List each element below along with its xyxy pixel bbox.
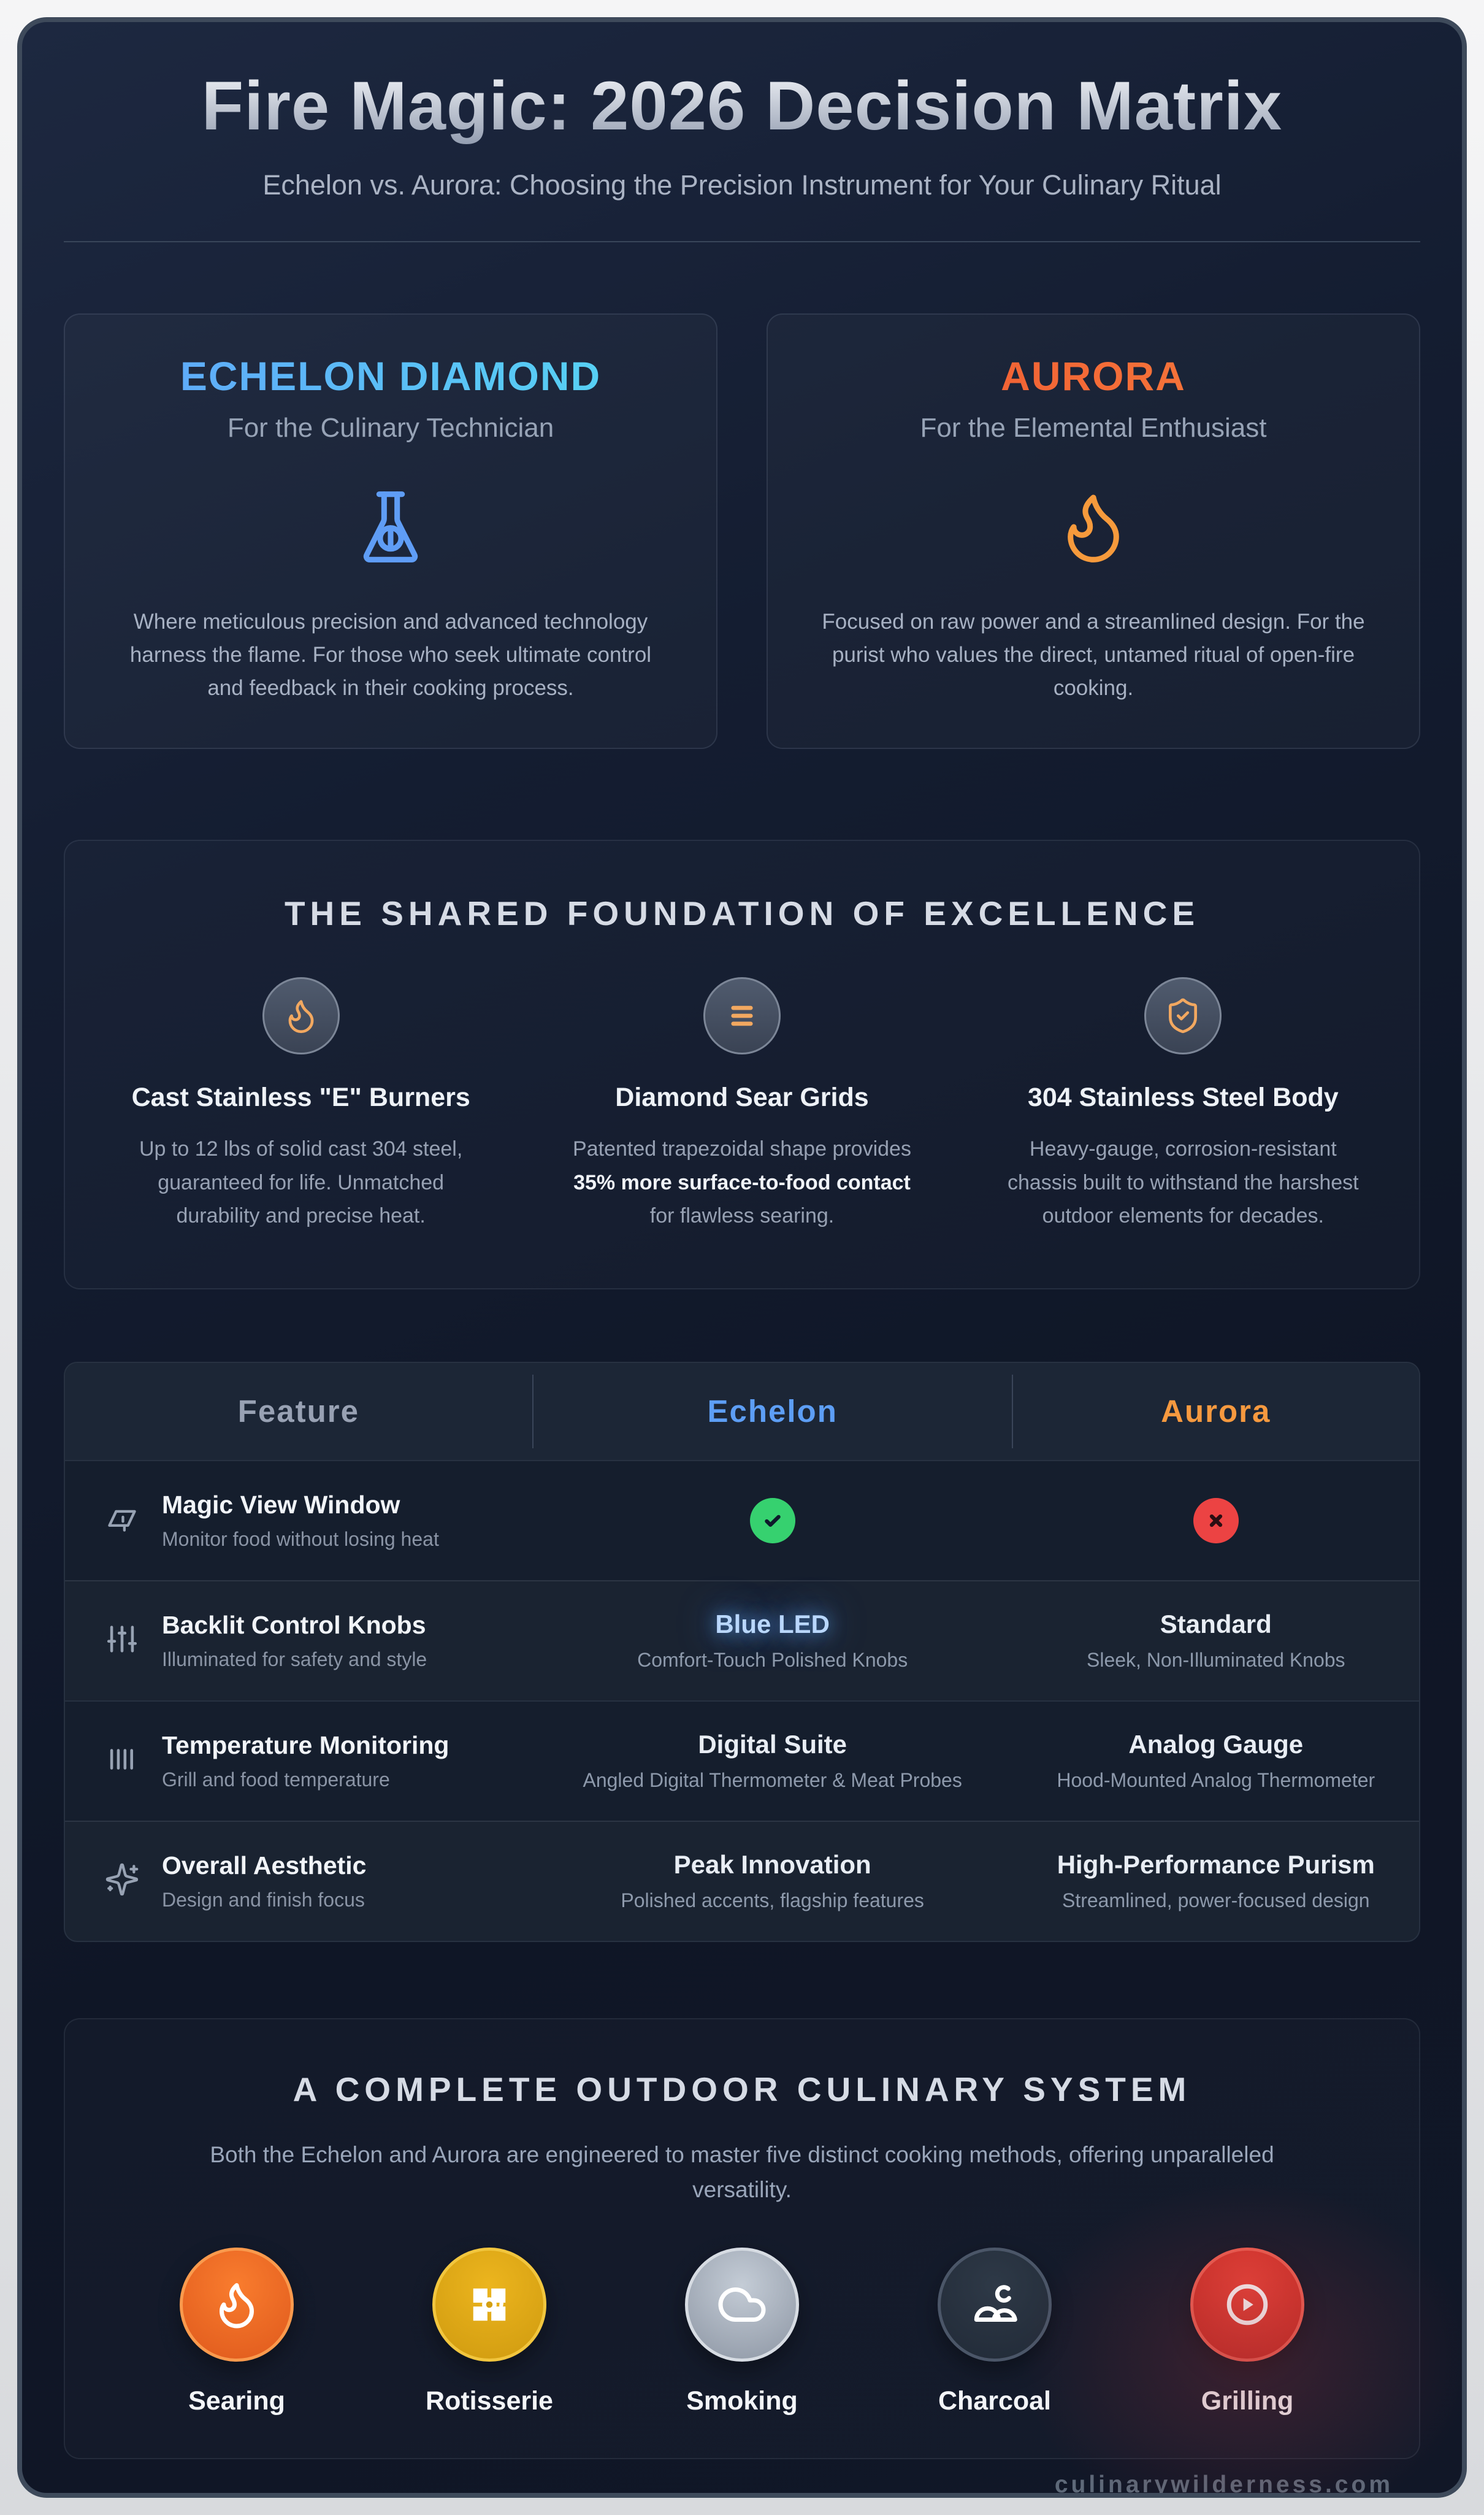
echelon-note: Polished accents, flagship features — [621, 1889, 924, 1912]
aurora-card: AURORA For the Elemental Enthusiast Focu… — [767, 313, 1420, 750]
foundation-grid: Cast Stainless "E" Burners Up to 12 lbs … — [108, 977, 1376, 1232]
method-label: Searing — [188, 2386, 285, 2416]
feature-cell: Magic View Window Monitor food without l… — [65, 1472, 532, 1569]
method-smoking: Smoking — [650, 2248, 834, 2416]
play-circle-icon — [1190, 2248, 1304, 2362]
feature-cell: Temperature Monitoring Grill and food te… — [65, 1713, 532, 1810]
infographic-page: Fire Magic: 2026 Decision Matrix Echelon… — [17, 17, 1467, 2498]
aurora-value-cell — [1013, 1486, 1419, 1556]
echelon-tagline: For the Culinary Technician — [227, 412, 554, 443]
echelon-card: ECHELON DIAMOND For the Culinary Technic… — [64, 313, 717, 750]
culinary-system-section: A COMPLETE OUTDOOR CULINARY SYSTEM Both … — [64, 2018, 1420, 2460]
aurora-description: Focused on raw power and a streamlined d… — [822, 609, 1365, 701]
cloud-icon — [685, 2248, 799, 2362]
aurora-note: Streamlined, power-focused design — [1061, 1889, 1370, 1912]
aurora-value-cell: Standard Sleek, Non-Illuminated Knobs — [1013, 1597, 1419, 1684]
comparison-table: Feature Echelon Aurora Magic View Window… — [64, 1361, 1420, 1942]
website-url: culinarywilderness.com — [1054, 2471, 1393, 2498]
aurora-value: Standard — [1160, 1610, 1272, 1639]
sliders-icon — [104, 1621, 140, 1660]
table-row: Overall Aesthetic Design and finish focu… — [65, 1820, 1419, 1941]
feature-subtitle: Grill and food temperature — [162, 1768, 390, 1791]
feature-title: Backlit Control Knobs — [162, 1610, 426, 1639]
column-header-feature: Feature — [237, 1394, 359, 1429]
table-row: Temperature Monitoring Grill and food te… — [65, 1700, 1419, 1821]
foundation-item-description: Patented trapezoidal shape provides 35% … — [573, 1137, 911, 1228]
echelon-value-cell: Peak Innovation Polished accents, flagsh… — [532, 1838, 1013, 1924]
method-label: Charcoal — [938, 2386, 1051, 2416]
aurora-note: Hood-Mounted Analog Thermometer — [1057, 1769, 1375, 1792]
table-header-row: Feature Echelon Aurora — [65, 1362, 1419, 1460]
method-rotisserie: Rotisserie — [397, 2248, 581, 2416]
column-header-echelon: Echelon — [532, 1393, 1013, 1429]
feature-cell: Backlit Control Knobs Illuminated for sa… — [65, 1592, 532, 1689]
cross-icon — [1193, 1497, 1239, 1543]
header-divider — [64, 240, 1420, 242]
foundation-item-description: Up to 12 lbs of solid cast 304 steel, gu… — [139, 1137, 463, 1228]
echelon-description: Where meticulous precision and advanced … — [129, 609, 652, 701]
feature-title: Overall Aesthetic — [162, 1851, 367, 1880]
page-subtitle: Echelon vs. Aurora: Choosing the Precisi… — [262, 169, 1222, 201]
foundation-item-grids: Diamond Sear Grids Patented trapezoidal … — [549, 977, 935, 1232]
foundation-item-title: 304 Stainless Steel Body — [1027, 1083, 1339, 1113]
method-label: Rotisserie — [426, 2386, 553, 2416]
shield-check-icon — [1144, 977, 1222, 1055]
foundation-item-body: 304 Stainless Steel Body Heavy-gauge, co… — [990, 977, 1376, 1232]
aurora-value: High-Performance Purism — [1057, 1850, 1375, 1880]
echelon-name: ECHELON DIAMOND — [99, 353, 682, 399]
page-header: Fire Magic: 2026 Decision Matrix Echelon… — [22, 22, 1462, 242]
shared-foundation-section: THE SHARED FOUNDATION OF EXCELLENCE Cast… — [64, 840, 1420, 1289]
method-label: Smoking — [686, 2386, 798, 2416]
foundation-item-burners: Cast Stainless "E" Burners Up to 12 lbs … — [108, 977, 494, 1232]
echelon-value-cell: Blue LED Comfort-Touch Polished Knobs — [532, 1597, 1013, 1684]
method-charcoal: Charcoal — [903, 2248, 1087, 2416]
flame-icon — [180, 2248, 294, 2362]
foundation-item-title: Cast Stainless "E" Burners — [131, 1083, 470, 1113]
foundation-item-description: Heavy-gauge, corrosion-resistant chassis… — [1007, 1137, 1359, 1228]
flask-icon — [99, 475, 682, 578]
feature-title: Temperature Monitoring — [162, 1730, 449, 1759]
page-footer: culinarywilderness.com — [22, 2471, 1462, 2498]
method-searing: Searing — [145, 2248, 329, 2416]
flame-icon — [262, 977, 340, 1055]
feature-cell: Overall Aesthetic Design and finish focu… — [65, 1833, 532, 1930]
method-label: Grilling — [1201, 2386, 1294, 2416]
aurora-value: Analog Gauge — [1128, 1730, 1304, 1759]
menu-lines-icon — [703, 977, 781, 1055]
echelon-value-cell — [532, 1486, 1013, 1556]
table-row: Magic View Window Monitor food without l… — [65, 1459, 1419, 1580]
system-title: A COMPLETE OUTDOOR CULINARY SYSTEM — [293, 2070, 1191, 2108]
method-grilling: Grilling — [1155, 2248, 1339, 2416]
system-subtitle: Both the Echelon and Aurora are engineer… — [210, 2141, 1274, 2202]
foundation-title: THE SHARED FOUNDATION OF EXCELLENCE — [284, 894, 1200, 933]
flame-icon — [802, 475, 1385, 578]
aurora-note: Sleek, Non-Illuminated Knobs — [1086, 1649, 1345, 1672]
feature-subtitle: Monitor food without losing heat — [162, 1527, 439, 1550]
echelon-note: Angled Digital Thermometer & Meat Probes — [583, 1769, 962, 1792]
echelon-value-cell: Digital Suite Angled Digital Thermometer… — [532, 1718, 1013, 1804]
grill-grid-icon — [432, 2248, 546, 2362]
table-row: Backlit Control Knobs Illuminated for sa… — [65, 1580, 1419, 1700]
aurora-tagline: For the Elemental Enthusiast — [920, 412, 1267, 443]
list-lines-icon — [104, 1741, 140, 1780]
echelon-note: Comfort-Touch Polished Knobs — [637, 1649, 908, 1672]
view-window-icon — [104, 1501, 140, 1540]
echelon-value: Peak Innovation — [673, 1850, 871, 1880]
cooking-methods: Searing Rotisserie — [120, 2248, 1364, 2416]
feature-subtitle: Design and finish focus — [162, 1888, 365, 1911]
briquettes-icon — [938, 2248, 1052, 2362]
feature-title: Magic View Window — [162, 1490, 400, 1519]
echelon-value: Blue LED — [715, 1610, 830, 1639]
aurora-value-cell: Analog Gauge Hood-Mounted Analog Thermom… — [1013, 1718, 1419, 1804]
product-comparison-cards: ECHELON DIAMOND For the Culinary Technic… — [64, 313, 1420, 750]
echelon-value: Digital Suite — [698, 1730, 847, 1759]
foundation-item-title: Diamond Sear Grids — [615, 1083, 869, 1113]
page-title: Fire Magic: 2026 Decision Matrix — [22, 67, 1462, 144]
sparkles-icon — [104, 1862, 140, 1900]
feature-subtitle: Illuminated for safety and style — [162, 1648, 427, 1670]
column-header-aurora: Aurora — [1161, 1394, 1271, 1429]
aurora-name: AURORA — [802, 353, 1385, 399]
check-icon — [749, 1497, 795, 1543]
aurora-value-cell: High-Performance Purism Streamlined, pow… — [1013, 1838, 1419, 1924]
